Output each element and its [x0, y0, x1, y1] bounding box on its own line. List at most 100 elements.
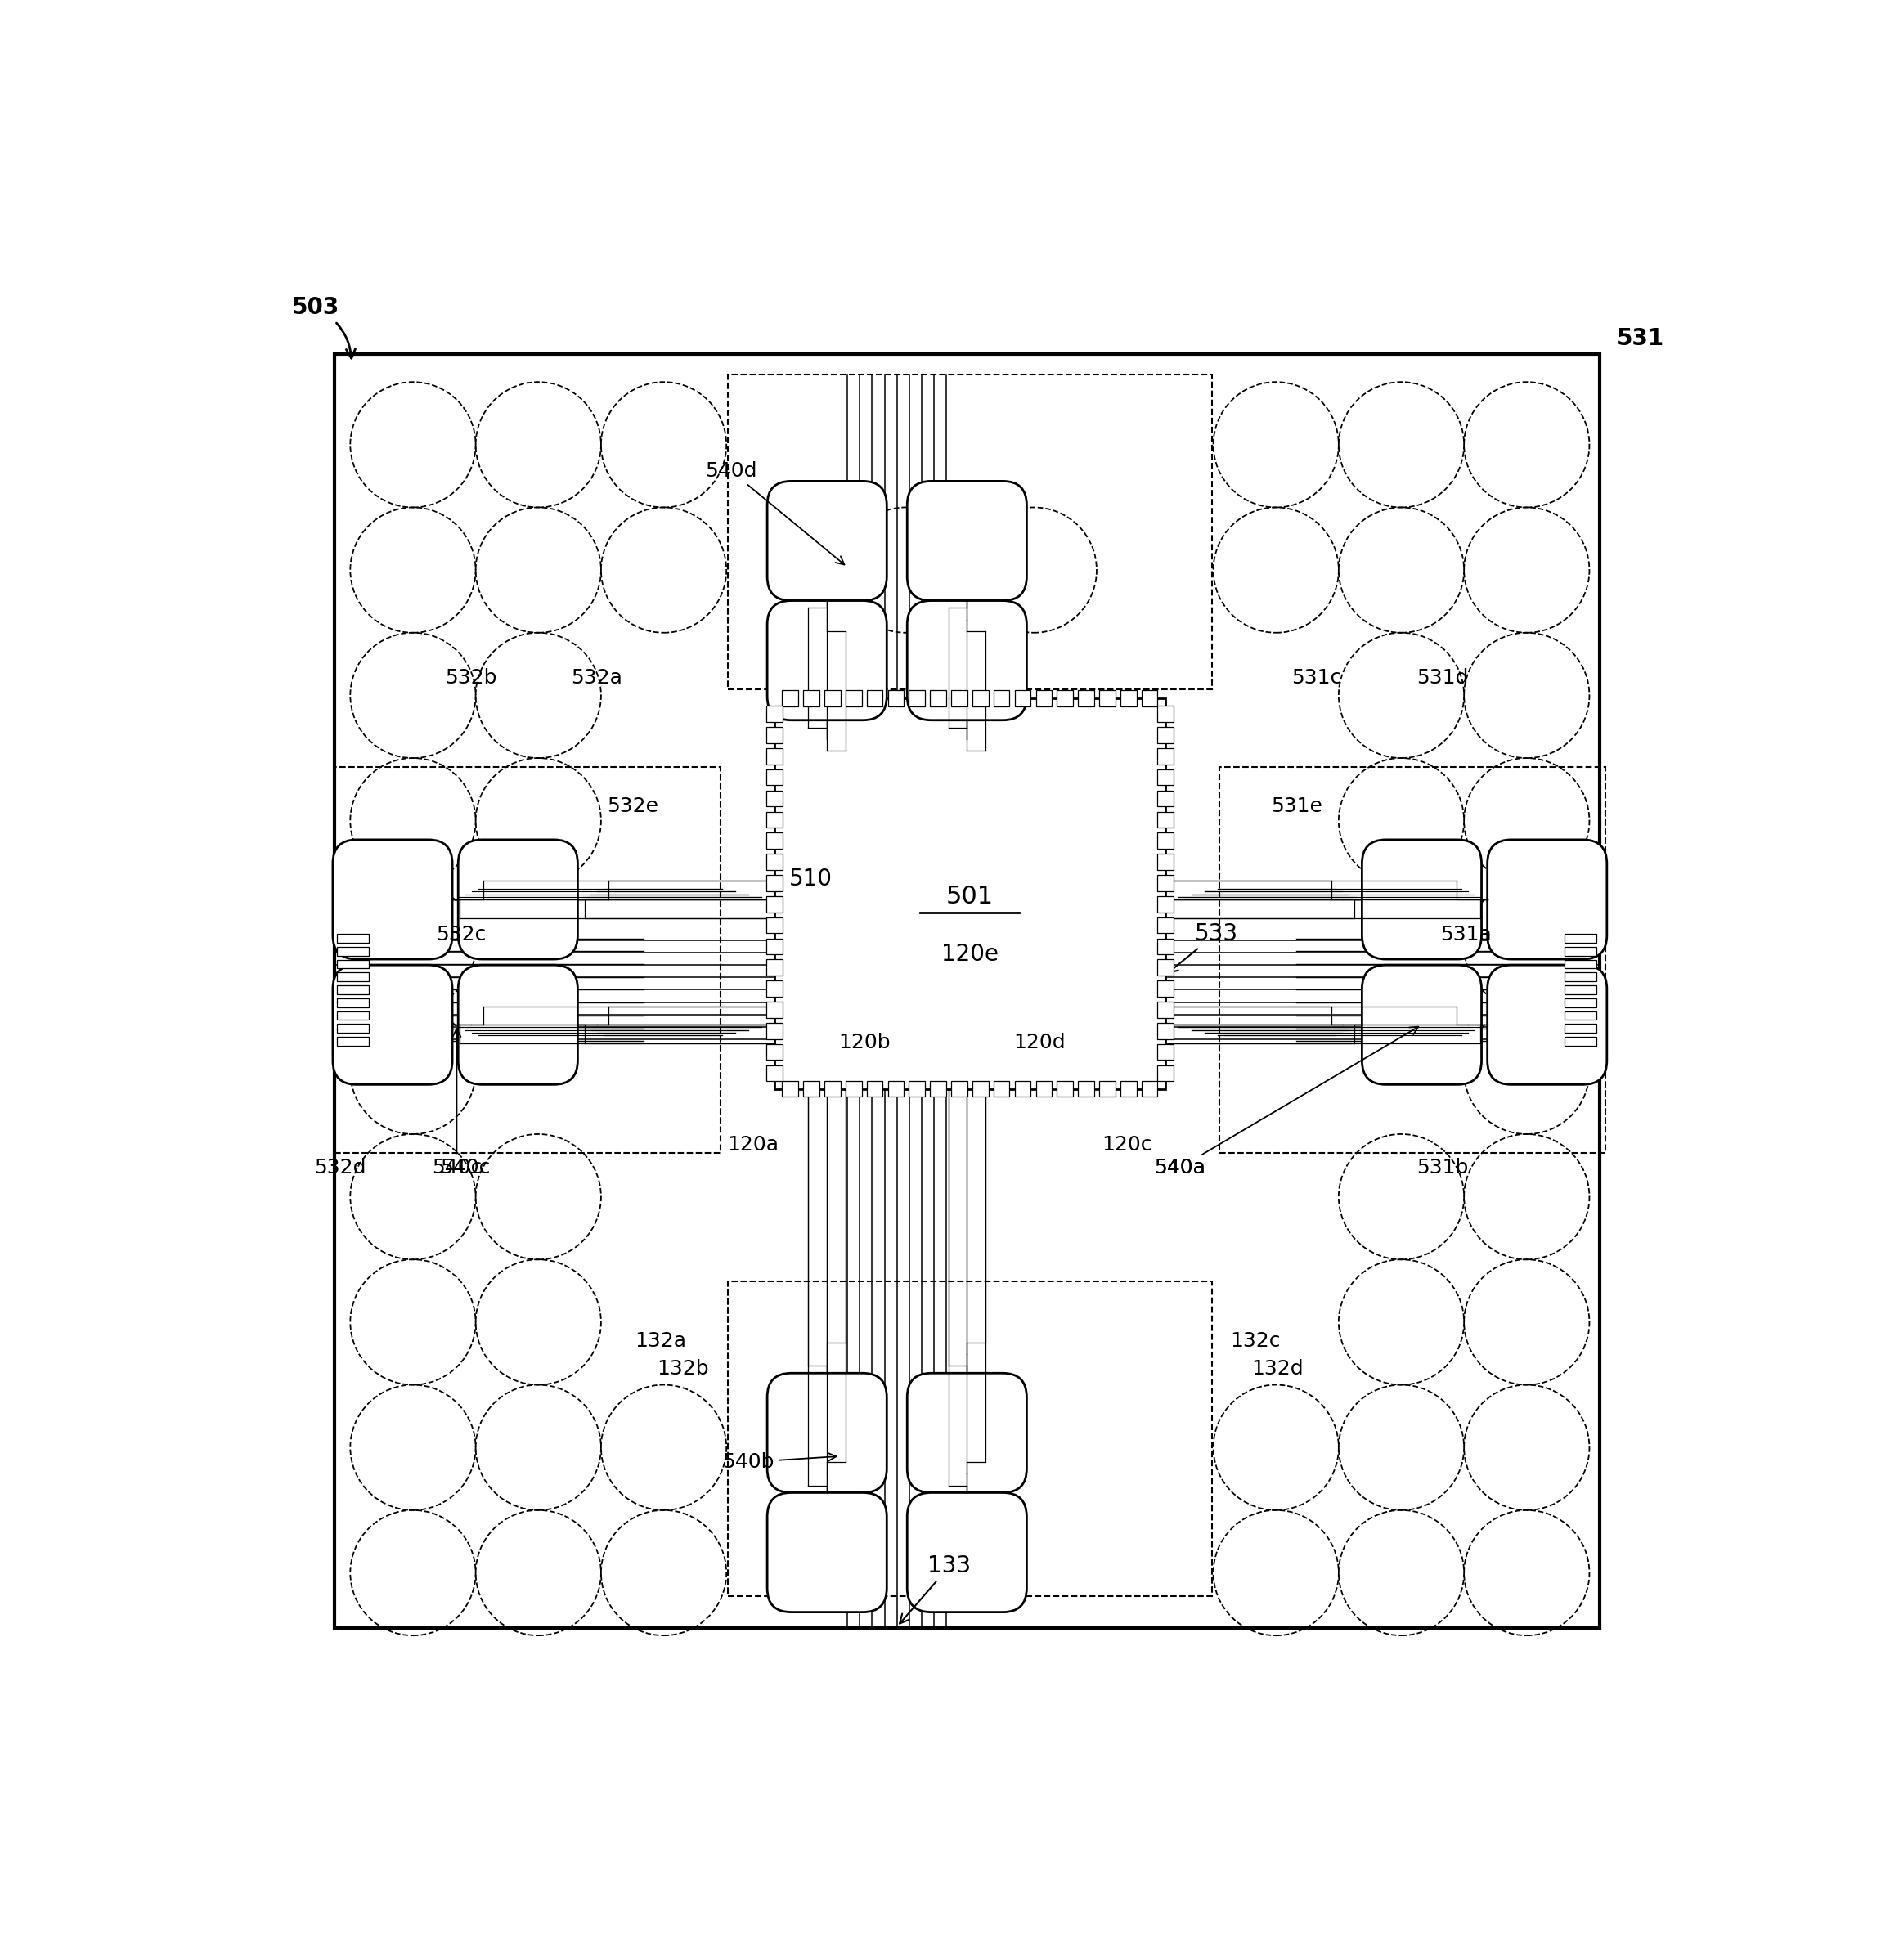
- FancyBboxPatch shape: [459, 839, 577, 958]
- Text: 501: 501: [946, 884, 993, 907]
- Bar: [1157, 896, 1174, 911]
- Bar: [1565, 960, 1597, 968]
- Text: 540c: 540c: [440, 1158, 491, 1178]
- Bar: [766, 811, 782, 827]
- Bar: [888, 690, 905, 706]
- FancyBboxPatch shape: [333, 964, 451, 1084]
- Bar: [1057, 690, 1072, 706]
- Bar: [846, 690, 861, 706]
- Bar: [766, 917, 782, 933]
- Bar: [1157, 960, 1174, 976]
- Bar: [1157, 1002, 1174, 1017]
- Text: 132b: 132b: [656, 1358, 709, 1378]
- FancyBboxPatch shape: [1488, 964, 1606, 1084]
- Bar: [337, 947, 369, 956]
- Text: 532c: 532c: [436, 925, 487, 945]
- Bar: [337, 972, 369, 982]
- Bar: [1157, 980, 1174, 998]
- Bar: [1565, 1023, 1597, 1033]
- Text: 132c: 132c: [1230, 1331, 1281, 1350]
- Text: 532d: 532d: [314, 1158, 367, 1178]
- Bar: [766, 896, 782, 911]
- Text: 531b: 531b: [1416, 1158, 1467, 1178]
- Bar: [867, 1080, 882, 1098]
- Text: 120a: 120a: [726, 1135, 779, 1154]
- Bar: [1565, 935, 1597, 943]
- Bar: [1157, 727, 1174, 743]
- Text: 531e: 531e: [1272, 796, 1322, 815]
- Bar: [1014, 1080, 1031, 1098]
- Bar: [824, 1080, 841, 1098]
- Bar: [1078, 690, 1095, 706]
- FancyBboxPatch shape: [907, 1374, 1027, 1494]
- Bar: [766, 855, 782, 870]
- Bar: [766, 749, 782, 764]
- FancyBboxPatch shape: [767, 1374, 886, 1494]
- Bar: [766, 1064, 782, 1082]
- Bar: [888, 1080, 905, 1098]
- Bar: [766, 939, 782, 955]
- Bar: [952, 690, 967, 706]
- Bar: [337, 1023, 369, 1033]
- FancyBboxPatch shape: [459, 964, 577, 1084]
- Text: 132d: 132d: [1251, 1358, 1304, 1378]
- Bar: [337, 986, 369, 994]
- Bar: [972, 1080, 988, 1098]
- Text: 120b: 120b: [839, 1033, 892, 1053]
- Bar: [993, 1080, 1010, 1098]
- Bar: [972, 690, 988, 706]
- Bar: [766, 980, 782, 998]
- Bar: [335, 766, 720, 1152]
- Bar: [1157, 1064, 1174, 1082]
- Text: 532a: 532a: [572, 668, 623, 688]
- Bar: [1157, 706, 1174, 721]
- Bar: [1121, 1080, 1136, 1098]
- Bar: [1565, 998, 1597, 1007]
- FancyBboxPatch shape: [767, 600, 886, 719]
- Bar: [1565, 986, 1597, 994]
- Text: 540c: 540c: [431, 1029, 482, 1178]
- Bar: [952, 1080, 967, 1098]
- Bar: [929, 690, 946, 706]
- Bar: [1157, 855, 1174, 870]
- Bar: [766, 1023, 782, 1039]
- Text: 120c: 120c: [1102, 1135, 1153, 1154]
- Bar: [1099, 1080, 1115, 1098]
- Text: 531d: 531d: [1416, 668, 1467, 688]
- Bar: [335, 355, 1599, 1629]
- Bar: [1142, 690, 1157, 706]
- FancyBboxPatch shape: [767, 1494, 886, 1613]
- Bar: [728, 1282, 1211, 1595]
- Text: 533: 533: [1168, 923, 1238, 972]
- Bar: [766, 790, 782, 806]
- FancyBboxPatch shape: [907, 1494, 1027, 1613]
- Bar: [1078, 1080, 1095, 1098]
- Text: 540a: 540a: [1155, 1027, 1418, 1178]
- FancyBboxPatch shape: [1362, 964, 1482, 1084]
- Text: 132a: 132a: [636, 1331, 687, 1350]
- Bar: [1157, 939, 1174, 955]
- Text: 503: 503: [292, 296, 356, 359]
- Bar: [1565, 1011, 1597, 1019]
- Text: 510: 510: [790, 868, 833, 890]
- Bar: [1157, 917, 1174, 933]
- Bar: [909, 1080, 925, 1098]
- Bar: [1036, 690, 1051, 706]
- FancyBboxPatch shape: [907, 600, 1027, 719]
- Bar: [337, 935, 369, 943]
- Text: 531c: 531c: [1292, 668, 1341, 688]
- Bar: [1157, 874, 1174, 892]
- Bar: [766, 874, 782, 892]
- FancyBboxPatch shape: [907, 480, 1027, 600]
- Bar: [803, 1080, 820, 1098]
- Bar: [337, 1037, 369, 1045]
- Bar: [1565, 947, 1597, 956]
- Bar: [1157, 1023, 1174, 1039]
- Bar: [766, 1045, 782, 1060]
- Bar: [993, 690, 1010, 706]
- Bar: [1157, 790, 1174, 806]
- Text: 532b: 532b: [446, 668, 497, 688]
- Bar: [1121, 690, 1136, 706]
- Bar: [1099, 690, 1115, 706]
- Bar: [766, 770, 782, 786]
